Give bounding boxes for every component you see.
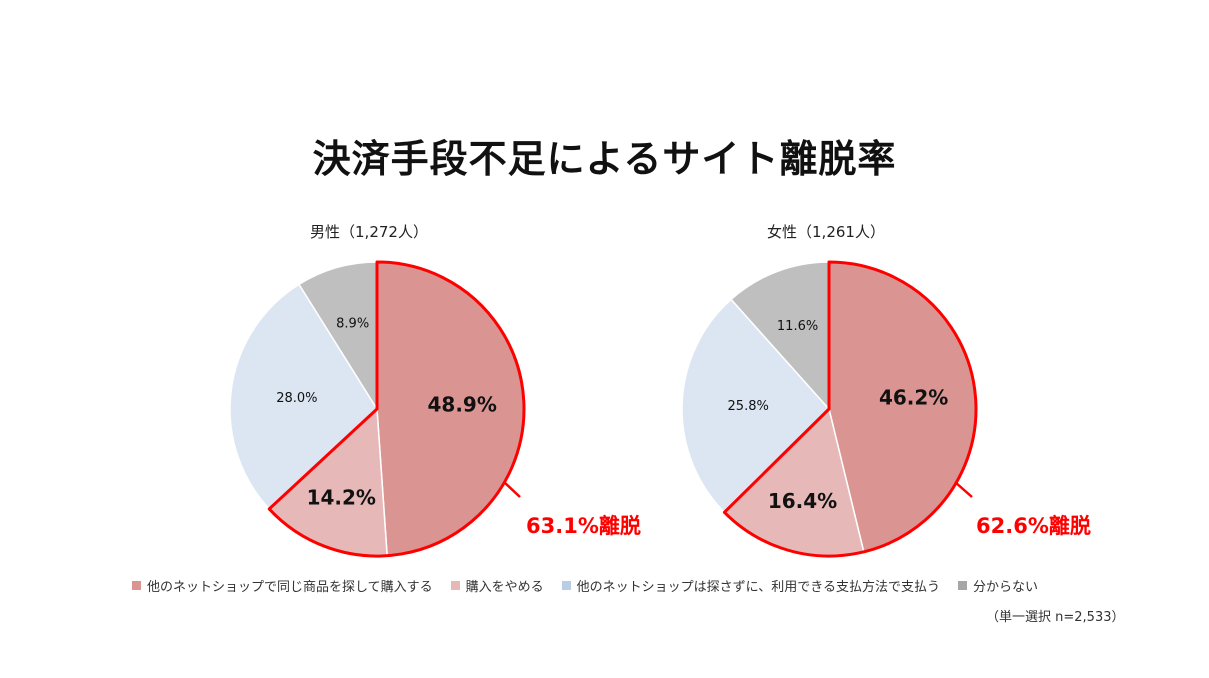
- legend-swatch: [561, 581, 571, 590]
- legend-item-quit: 購入をやめる: [450, 576, 544, 595]
- legend-label: 他のネットショップは探さずに、利用できる支払方法で支払う: [576, 580, 940, 595]
- slice-label-female-1: 16.4%: [768, 489, 837, 513]
- leave-rate-label-male: 63.1%離脱: [526, 514, 641, 538]
- legend-item-other-payment: 他のネットショップは探さずに、利用できる支払方法で支払う: [561, 576, 940, 595]
- pie-slice-male-2: [229, 283, 378, 511]
- legend-label: 分からない: [973, 580, 1039, 595]
- callout-line-male: [503, 481, 521, 498]
- slice-label-female-0: 46.2%: [879, 385, 948, 409]
- slice-label-male-1: 14.2%: [307, 486, 376, 510]
- pie-slice-female-3: [730, 261, 830, 411]
- legend-item-unknown: 分からない: [958, 576, 1038, 595]
- sample-note: （単一選択 n=2,533）: [986, 610, 1125, 625]
- slice-label-male-2: 28.0%: [276, 391, 317, 406]
- chart-title: 決済手段不足によるサイト離脱率: [312, 137, 897, 181]
- pie-title-female: 女性（1,261人）: [767, 223, 885, 241]
- legend-swatch: [958, 581, 967, 590]
- callout-line-female: [954, 481, 973, 498]
- legend-swatch: [132, 581, 141, 590]
- slice-label-female-2: 25.8%: [728, 399, 769, 414]
- legend-item-same-product: 他のネットショップで同じ商品を探して購入する: [132, 576, 433, 595]
- pie-slice-female-2: [681, 298, 831, 514]
- legend-label: 他のネットショップで同じ商品を探して購入する: [147, 580, 433, 595]
- slice-label-male-3: 8.9%: [336, 317, 369, 332]
- pie-title-male: 男性（1,272人）: [310, 223, 428, 241]
- legend-label: 購入をやめる: [465, 580, 544, 595]
- slice-label-female-3: 11.6%: [777, 319, 818, 334]
- leave-outline-female: [722, 260, 978, 558]
- leave-outline-male: [267, 260, 526, 558]
- pie-slice-male-3: [297, 261, 378, 412]
- leave-rate-label-female: 62.6%離脱: [976, 514, 1091, 538]
- slice-label-male-0: 48.9%: [428, 393, 497, 417]
- legend-swatch: [450, 581, 460, 590]
- legend: 他のネットショップで同じ商品を探して購入する 購入をやめる 他のネットショップは…: [132, 576, 1038, 595]
